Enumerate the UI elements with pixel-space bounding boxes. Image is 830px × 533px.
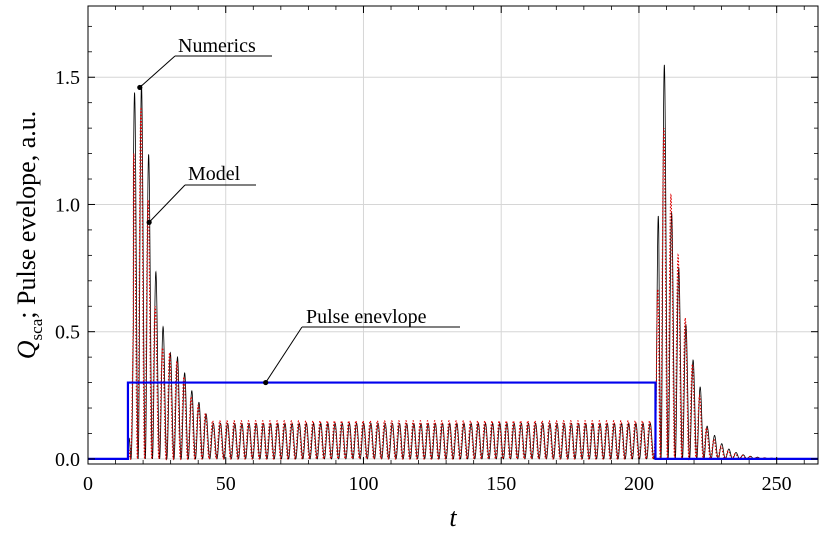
y-tick-label: 0.5 [55, 322, 80, 344]
annotation-label-model: Model [188, 163, 241, 185]
annotation-point-model [146, 219, 152, 225]
annotation-point-pulse-enevlope [263, 379, 269, 386]
annotation-layer: Numerics Model Pulse enevlope [137, 35, 460, 386]
x-tick-label: 200 [624, 473, 654, 495]
y-axis-title-rest: ; Pulse evelope, a.u. [12, 111, 41, 319]
x-tick-label: 0 [83, 473, 93, 495]
x-tick-label: 100 [348, 473, 378, 495]
annotation-leader-numerics [139, 55, 176, 88]
annotation-leader-pulse-enevlope [265, 326, 303, 383]
y-axis-title-subscript: sca [27, 318, 46, 340]
x-tick-label: 150 [486, 473, 516, 495]
annotation-point-numerics [137, 84, 143, 91]
y-tick-label: 1.0 [55, 194, 80, 216]
series-layer [88, 64, 818, 461]
y-axis-title-symbol: Q [12, 340, 41, 359]
annotation-label-numerics: Numerics [178, 35, 256, 57]
series-line-numerics [88, 64, 818, 461]
y-tick-label: 0.0 [55, 449, 80, 471]
y-axis-title: Qsca; Pulse evelope, a.u. [12, 111, 46, 359]
series-line-pulse-enevlope [88, 381, 818, 461]
grid-lines [87, 6, 818, 464]
x-tick-label: 50 [216, 473, 236, 495]
plot-frame [87, 5, 819, 465]
annotation-label-pulse-enevlope: Pulse enevlope [306, 306, 427, 328]
axis-ticks: 0 50 100 150 200 250 0.0 0.5 1.0 1.5 [55, 6, 818, 495]
x-tick-label: 250 [762, 473, 792, 495]
y-tick-label: 1.5 [55, 67, 80, 89]
annotation-leader-model [148, 184, 186, 223]
series-line-model [88, 105, 818, 461]
x-axis-title: t [449, 503, 457, 532]
